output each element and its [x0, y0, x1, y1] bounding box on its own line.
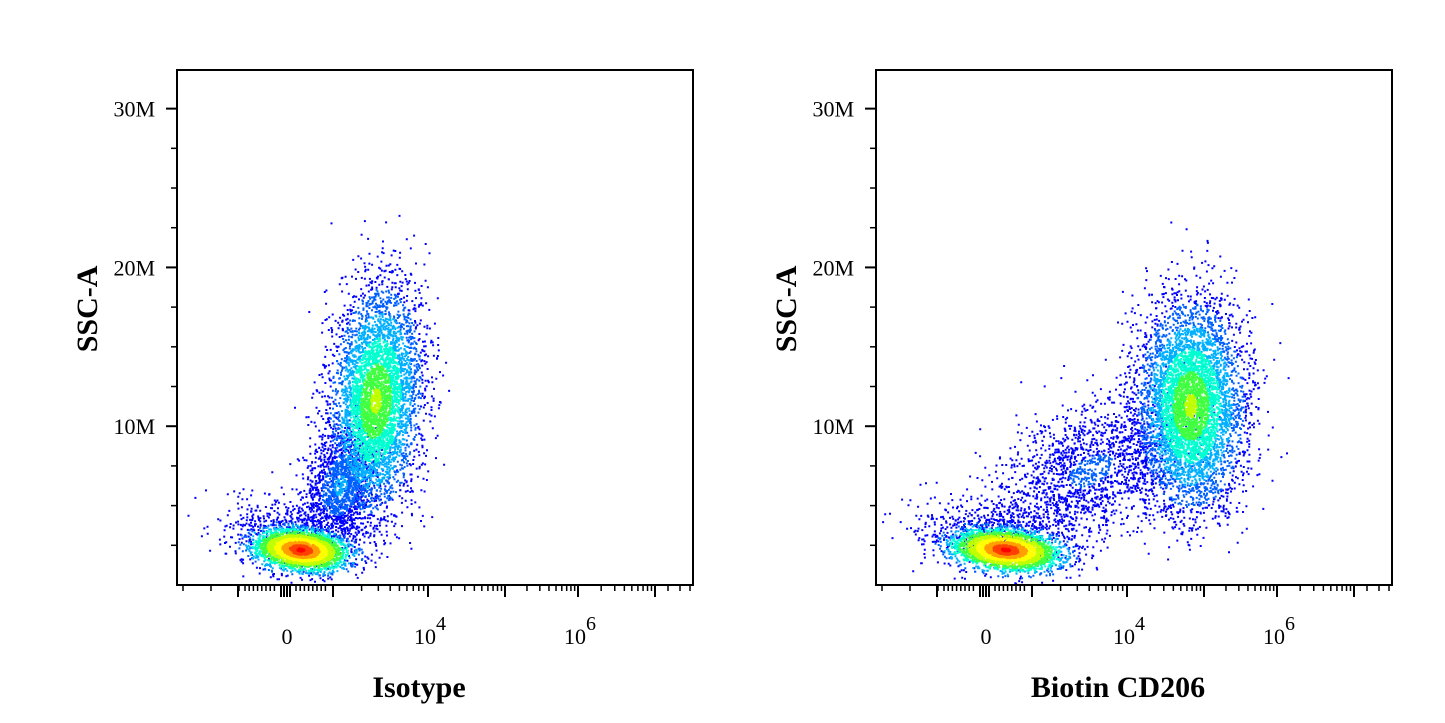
y-tick-label: 30M [113, 97, 155, 122]
y-tick-label: 10M [812, 414, 854, 439]
event-dot-layer-8 [992, 544, 1020, 556]
event-dot-layer-0 [187, 214, 451, 584]
event-dot-layer-7 [984, 540, 1029, 560]
x-tick-label: 104 [1113, 613, 1145, 649]
event-dot-layer-3 [950, 348, 1222, 573]
event-dot-layer-9 [1000, 547, 1012, 553]
x-axis: 0 104 106 [881, 585, 1390, 649]
event-dot-layer-4 [958, 371, 1210, 570]
y-axis: 10M 20M 30M [812, 97, 876, 547]
plot-frame [176, 69, 694, 586]
x-axis-title: Biotin CD206 [1031, 671, 1205, 704]
x-tick-label: 104 [414, 613, 446, 649]
y-axis-title: SSC-A [71, 265, 104, 352]
event-dots [882, 221, 1290, 585]
x-tick-exponent: 4 [1135, 613, 1145, 635]
y-tick-label: 30M [812, 97, 854, 122]
biotin-cd206-plot-panel: 10M 20M 30M 0 104 106 Biotin CD206 SSC-A [699, 0, 1421, 723]
x-tick-label: 0 [282, 624, 293, 649]
plot-frame [875, 69, 1393, 586]
x-tick-exponent: 4 [436, 613, 446, 635]
x-axis-title: Isotype [372, 671, 465, 704]
event-dot-layer-2 [943, 326, 1234, 576]
y-tick-label: 20M [812, 255, 854, 280]
event-dot-layer-0 [882, 221, 1290, 585]
y-axis: 10M 20M 30M [113, 97, 177, 547]
x-tick-label: 0 [981, 624, 992, 649]
event-dot-layer-5 [266, 388, 382, 566]
y-axis-title: SSC-A [770, 265, 803, 352]
biotin-cd206-scatter-plot: 10M 20M 30M 0 104 106 Biotin CD206 SSC-A [770, 69, 1393, 704]
y-tick-label: 10M [113, 414, 155, 439]
x-axis: 0 104 106 [182, 585, 691, 649]
x-tick-label: 106 [564, 613, 596, 649]
event-dots [187, 214, 451, 584]
x-tick-label: 106 [1263, 613, 1295, 649]
isotype-plot-panel: 10M 20M 30M 0 104 106 Isotype SSC-A [0, 0, 722, 723]
y-tick-label: 20M [113, 255, 155, 280]
isotype-scatter-plot: 10M 20M 30M 0 104 106 Isotype SSC-A [71, 69, 694, 704]
event-dot-layer-1 [934, 303, 1245, 580]
x-tick-exponent: 6 [586, 613, 596, 635]
event-dot-layer-8 [288, 544, 313, 556]
event-dot-layer-7 [281, 540, 321, 560]
event-dot-layer-4 [259, 363, 393, 569]
x-tick-exponent: 6 [1285, 613, 1295, 635]
event-dot-layer-9 [296, 547, 306, 553]
